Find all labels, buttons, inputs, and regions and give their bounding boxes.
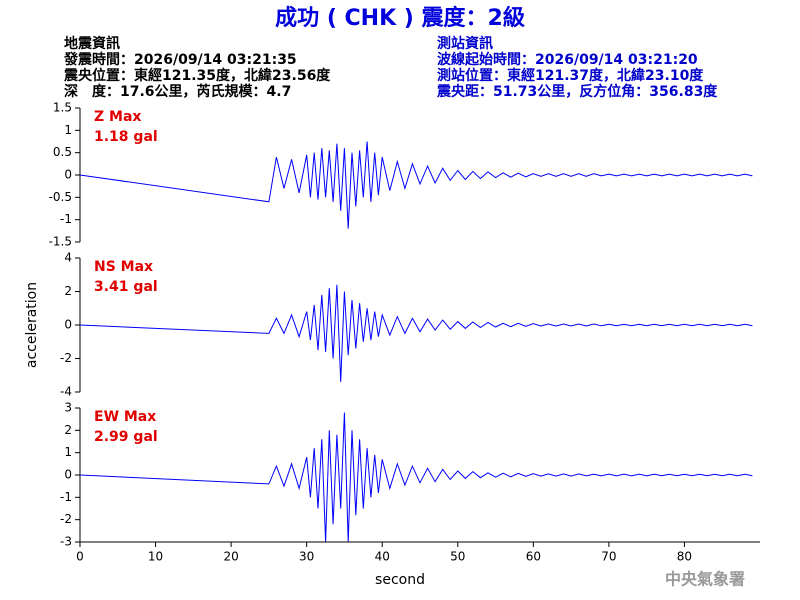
waveform: [79, 284, 753, 382]
annotation: EW Max: [94, 409, 156, 425]
x-tick-label: 10: [148, 550, 163, 564]
y-tick-label: 1: [64, 123, 72, 137]
x-tick-label: 20: [223, 550, 238, 564]
y-tick-label: 1: [64, 445, 72, 459]
quake-depth: 深 度：17.6公里，芮氏規模：4.7: [64, 83, 291, 100]
y-tick-label: 0.5: [53, 145, 72, 159]
y-tick-label: 0: [64, 168, 72, 182]
max-label: 1.18 gal: [94, 129, 158, 145]
y-tick-label: 2: [64, 423, 72, 437]
x-tick-label: 60: [526, 550, 541, 564]
station-distance: 震央距：51.73公里，反方位角：356.83度: [436, 83, 718, 100]
station-heading: 測站資訊: [437, 35, 493, 52]
quake-heading: 地震資訊: [64, 35, 120, 52]
quake-location: 震央位置：東經121.35度，北緯23.56度: [63, 67, 331, 84]
y-tick-label: -2: [60, 351, 72, 365]
y-tick-label: -1.5: [49, 235, 72, 249]
x-tick-label: 80: [677, 550, 692, 564]
y-tick-label: 4: [64, 251, 72, 265]
y-tick-label: -1: [60, 490, 72, 504]
x-tick-label: 30: [299, 550, 314, 564]
annotation: Z Max: [94, 109, 141, 125]
station-start-time: 波線起始時間：2026/09/14 03:21:20: [437, 51, 698, 68]
max-label: 2.99 gal: [94, 429, 158, 445]
y-tick-label: -0.5: [49, 190, 72, 204]
footer: 中央氣象署: [665, 570, 745, 589]
waveform: [79, 412, 753, 543]
x-tick-label: 50: [450, 550, 465, 564]
y-tick-label: 0: [64, 318, 72, 332]
y-tick-label: 2: [64, 284, 72, 298]
y-tick-label: -4: [60, 385, 72, 399]
quake-time: 發震時間：2026/09/14 03:21:35: [63, 51, 297, 68]
y-tick-label: -1: [60, 212, 72, 226]
max-label: 3.41 gal: [94, 279, 158, 295]
x-tick-label: 40: [375, 550, 390, 564]
station-location: 測站位置：東經121.37度，北緯23.10度: [437, 67, 704, 84]
y-tick-label: 0: [64, 468, 72, 482]
y-tick-label: -2: [60, 512, 72, 526]
chart-title: 成功 ( CHK ) 震度：2級: [275, 5, 525, 31]
y-tick-label: 3: [64, 401, 72, 415]
y-tick-label: -3: [60, 535, 72, 549]
annotation: NS Max: [94, 259, 153, 275]
y-axis-label: acceleration: [24, 282, 40, 368]
x-tick-label: 70: [601, 550, 616, 564]
y-tick-label: 1.5: [53, 101, 72, 115]
waveform: [79, 141, 753, 229]
x-tick-label: 0: [76, 550, 84, 564]
x-axis-label: second: [375, 572, 425, 588]
